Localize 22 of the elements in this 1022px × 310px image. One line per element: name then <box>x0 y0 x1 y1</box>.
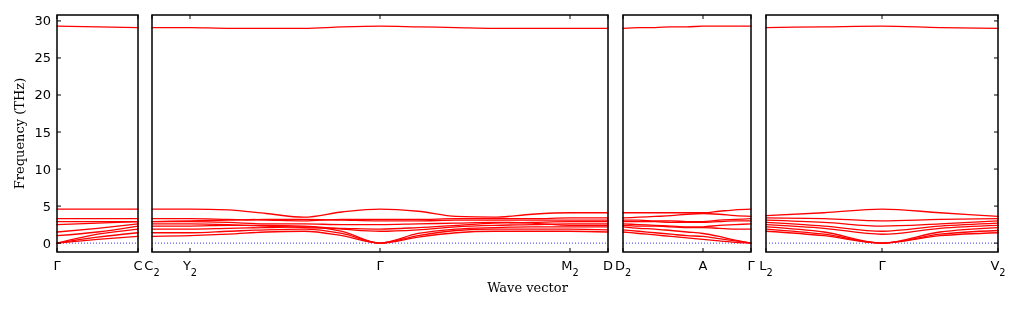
y-tick-label: 30 <box>34 13 51 29</box>
x-tick-label: D <box>602 258 614 273</box>
x-tick-label: Γ <box>53 258 62 273</box>
x-tick-label: Γ <box>878 258 887 273</box>
x-tick-label: L$_{2}$ <box>759 258 773 278</box>
y-tick-label: 15 <box>34 124 51 140</box>
y-tick-label: 10 <box>34 161 51 177</box>
x-tick-label: D$_{2}$ <box>614 258 632 278</box>
x-tick-label: C <box>133 258 143 273</box>
x-tick-label: Y$_{2}$ <box>181 258 198 278</box>
y-tick-label: 0 <box>42 235 51 251</box>
x-axis-title: Wave vector <box>487 280 569 295</box>
x-tick-label: Γ <box>747 258 756 273</box>
y-tick-label: 5 <box>42 198 51 214</box>
x-tick-label: V$_{2}$ <box>990 258 1006 278</box>
x-tick-label: M$_{2}$ <box>561 258 579 278</box>
x-tick-label: C$_{2}$ <box>144 258 160 278</box>
y-tick-label: 25 <box>34 50 51 66</box>
x-tick-label: Γ <box>376 258 385 273</box>
y-tick-label: 20 <box>34 87 51 103</box>
x-tick-label: A <box>698 258 708 273</box>
y-axis-title: Frequency (THz) <box>12 77 27 190</box>
